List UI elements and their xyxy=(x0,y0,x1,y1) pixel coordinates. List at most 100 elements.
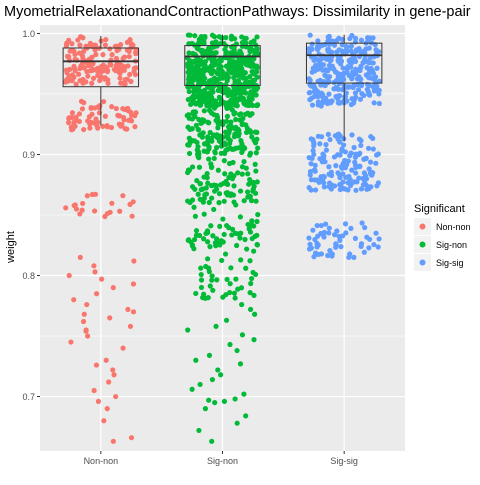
data-point xyxy=(343,230,349,236)
data-point xyxy=(231,111,237,117)
data-point xyxy=(254,242,260,248)
data-point xyxy=(339,36,345,43)
data-point xyxy=(363,176,370,182)
data-point xyxy=(306,246,313,252)
data-point xyxy=(223,34,229,41)
data-point xyxy=(206,78,212,84)
data-point xyxy=(345,64,351,70)
data-point xyxy=(245,221,251,228)
data-point xyxy=(80,200,86,207)
data-point xyxy=(343,49,349,55)
boxplots xyxy=(62,34,383,148)
data-point xyxy=(203,263,209,270)
data-point xyxy=(215,121,221,127)
data-point xyxy=(240,96,247,103)
data-point xyxy=(84,301,90,308)
data-point xyxy=(316,65,322,71)
legend-title: Significant xyxy=(414,203,465,215)
data-point xyxy=(73,81,79,87)
data-point xyxy=(318,42,324,48)
data-point xyxy=(231,65,237,71)
data-point xyxy=(206,45,212,51)
data-point xyxy=(97,102,103,109)
data-point xyxy=(201,108,207,114)
data-point xyxy=(201,40,207,47)
data-point xyxy=(122,76,128,83)
data-points xyxy=(63,32,382,444)
data-point xyxy=(358,37,365,43)
data-point xyxy=(127,323,134,329)
data-point xyxy=(110,285,116,291)
data-point xyxy=(212,399,218,406)
data-point xyxy=(307,89,313,96)
data-point xyxy=(197,47,204,53)
data-point xyxy=(215,101,221,107)
data-point xyxy=(76,71,82,77)
data-point xyxy=(311,151,317,158)
data-point xyxy=(227,140,233,146)
data-point xyxy=(367,236,373,242)
data-point xyxy=(361,170,368,176)
data-point xyxy=(356,74,362,80)
data-point xyxy=(222,46,228,53)
data-point xyxy=(325,131,331,137)
data-point xyxy=(206,120,212,126)
data-point xyxy=(94,123,100,129)
data-point xyxy=(228,119,234,125)
data-point xyxy=(215,367,221,373)
data-point xyxy=(212,82,218,88)
data-point xyxy=(333,244,339,250)
data-point xyxy=(125,108,132,114)
data-point xyxy=(76,118,82,125)
data-point xyxy=(321,180,327,186)
data-point xyxy=(196,83,202,89)
data-point xyxy=(241,198,247,204)
data-point xyxy=(331,42,338,48)
data-point xyxy=(64,76,70,83)
data-point xyxy=(210,233,216,239)
data-point xyxy=(215,238,221,244)
data-point xyxy=(220,90,227,96)
data-point xyxy=(126,53,132,60)
y-tick-label: 0.8 xyxy=(22,271,35,281)
data-point xyxy=(221,198,227,204)
data-point xyxy=(222,251,229,257)
data-point xyxy=(201,236,207,242)
data-point xyxy=(209,438,215,444)
data-point xyxy=(102,42,108,48)
data-point xyxy=(192,186,198,192)
data-point xyxy=(335,93,341,99)
data-point xyxy=(195,127,202,133)
data-point xyxy=(238,111,244,117)
data-point xyxy=(63,205,69,211)
data-point xyxy=(337,237,343,243)
data-point xyxy=(367,55,373,61)
data-point xyxy=(255,145,261,151)
data-point xyxy=(201,211,207,217)
data-point xyxy=(186,142,192,148)
data-point xyxy=(102,113,108,119)
data-point xyxy=(80,56,86,62)
data-point xyxy=(349,132,355,138)
data-point xyxy=(64,70,70,76)
data-point xyxy=(189,197,196,203)
data-point xyxy=(326,230,332,236)
data-point xyxy=(130,281,137,287)
data-point xyxy=(131,258,137,264)
data-point xyxy=(245,194,251,200)
data-point xyxy=(198,131,204,138)
data-point xyxy=(218,73,224,79)
data-point xyxy=(107,315,113,321)
data-point xyxy=(361,156,367,162)
data-point xyxy=(326,164,332,170)
data-point xyxy=(223,50,229,57)
data-point xyxy=(357,164,363,170)
data-point xyxy=(93,362,100,368)
data-point xyxy=(193,122,199,129)
data-point xyxy=(358,138,364,144)
data-point xyxy=(247,306,254,313)
data-point xyxy=(333,77,340,84)
data-point xyxy=(209,195,215,201)
data-point xyxy=(251,337,257,343)
